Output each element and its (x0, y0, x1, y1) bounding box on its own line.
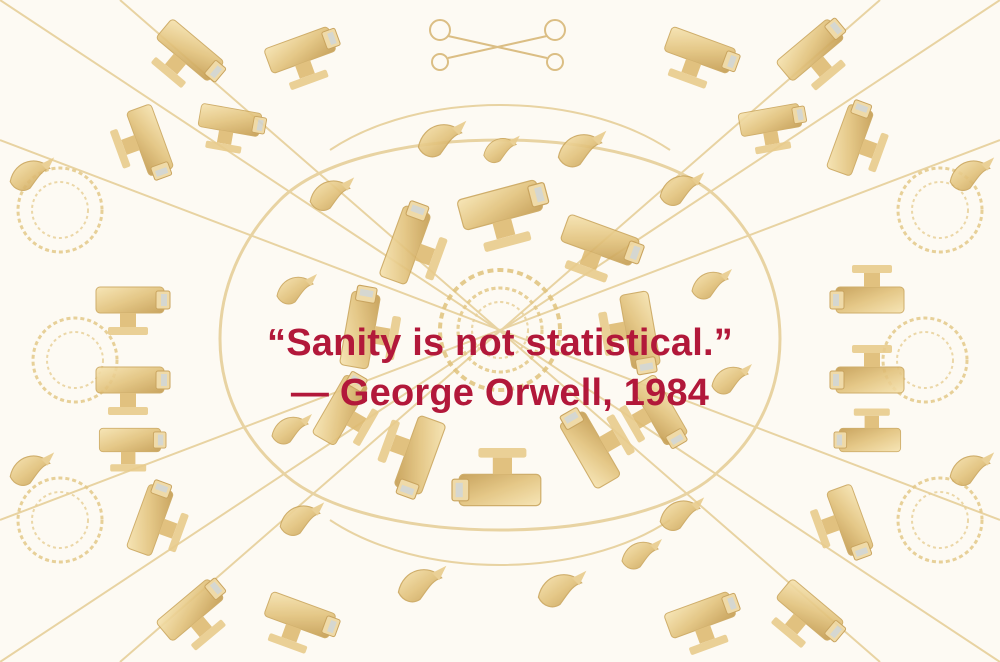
quote-text: “Sanity is not statistical.” (267, 322, 733, 364)
quote-block: “Sanity is not statistical.” — George Or… (0, 318, 1000, 418)
quote-attribution: — George Orwell, 1984 (290, 372, 710, 414)
